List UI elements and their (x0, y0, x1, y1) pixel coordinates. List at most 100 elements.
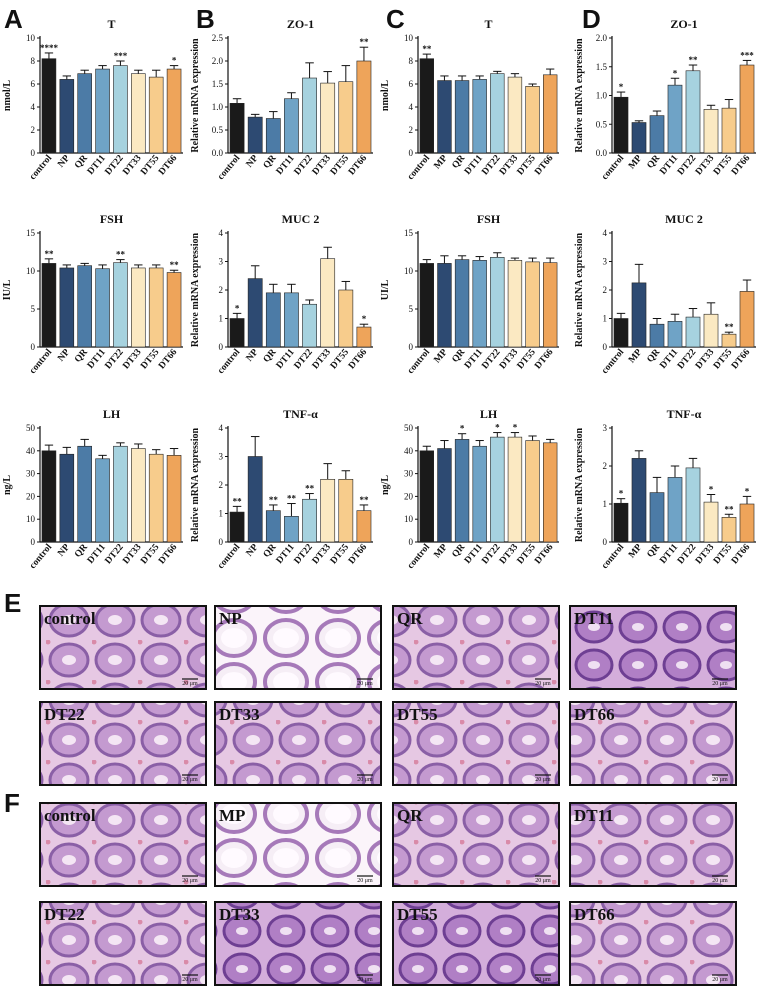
x-tick-label: DT33 (121, 153, 143, 177)
bar-mp (437, 448, 452, 543)
x-tick-label: MP (433, 347, 450, 365)
y-axis-label: nmol/L (2, 80, 13, 111)
bar-np (247, 278, 263, 348)
y-tick-label: 8 (409, 56, 414, 66)
y-tick-label: 1 (219, 509, 224, 519)
bar-dt66 (543, 262, 558, 348)
x-tick-label: DT33 (498, 153, 520, 177)
x-tick-label: DT22 (480, 153, 502, 177)
bar-dt11 (472, 445, 487, 543)
bar-np (247, 116, 263, 154)
y-tick-label: 1.0 (212, 102, 224, 112)
bar-dt55 (525, 440, 540, 543)
x-tick-label: DT33 (694, 542, 716, 566)
bar-qr (649, 115, 665, 154)
y-tick-label: 0 (31, 342, 36, 352)
y-tick-label: 2.5 (212, 33, 224, 43)
x-tick-label: DT55 (329, 542, 351, 566)
significance-mark: ** (725, 504, 735, 514)
significance-mark: * (673, 68, 678, 78)
micrograph-label: DT66 (574, 705, 615, 724)
significance-mark: * (172, 56, 177, 66)
x-tick-label: DT66 (730, 542, 752, 566)
bar-dt11 (472, 79, 487, 154)
x-tick-label: DT55 (329, 153, 351, 177)
bar-qr (454, 439, 470, 543)
x-tick-label: DT22 (480, 347, 502, 371)
bar-qr (454, 80, 470, 154)
micrograph-label: NP (219, 609, 242, 628)
y-tick-label: 20 (404, 491, 414, 501)
y-tick-label: 3 (219, 257, 224, 267)
x-tick-label: DT11 (658, 153, 680, 177)
bar-dt11 (667, 84, 683, 154)
bar-control (229, 318, 245, 348)
x-tick-label: DT11 (86, 153, 108, 177)
chart-title: ZO-1 (287, 17, 314, 31)
bar-control (419, 450, 434, 543)
significance-mark: * (362, 314, 367, 324)
bar-dt55 (721, 333, 737, 348)
y-tick-label: 10 (26, 266, 36, 276)
micrograph-label: DT55 (397, 705, 438, 724)
micrograph-e-dt11: DT11 20 μm (569, 605, 737, 690)
x-tick-label: DT55 (139, 542, 161, 566)
micrograph-label: QR (397, 609, 423, 628)
bar-control (41, 263, 57, 348)
micrograph-f-dt66: DT66 20 μm (569, 901, 737, 986)
x-tick-label: MP (433, 153, 450, 171)
bar-dt66 (543, 442, 558, 543)
panel-letter-a: A (4, 4, 23, 34)
bar-dt66 (166, 272, 182, 348)
bar-dt22 (490, 436, 505, 543)
y-axis-label: nmol/L (380, 80, 391, 111)
micrograph-label: control (44, 609, 96, 628)
x-tick-label: DT33 (694, 347, 716, 371)
y-tick-label: 6 (31, 79, 36, 89)
micrograph-label: DT33 (219, 905, 260, 924)
y-tick-label: 10 (26, 33, 36, 43)
x-tick-label: DT55 (139, 153, 161, 177)
y-tick-label: 3 (219, 452, 224, 462)
y-tick-label: 6 (409, 79, 414, 89)
y-tick-label: 0.5 (596, 119, 608, 129)
chart-b-zo1: ZO-1 0.0 0.5 1.0 1.5 2.0 2.5 Relative mRNA expr… (190, 17, 373, 182)
y-tick-label: 4 (409, 102, 414, 112)
bar-control (613, 318, 629, 348)
x-tick-label: DT11 (275, 347, 297, 371)
micrograph-f-qr: QR 20 μm (392, 802, 560, 887)
scale-bar-label: 20 μm (182, 681, 198, 687)
micrograph-f-dt11: DT11 20 μm (569, 802, 737, 887)
bar-dt66 (166, 68, 182, 154)
x-tick-label: DT55 (712, 542, 734, 566)
significance-mark: ** (305, 484, 315, 494)
significance-mark: * (745, 486, 750, 496)
y-axis-label: ng/L (380, 475, 391, 495)
scale-bar-label: 20 μm (182, 777, 198, 783)
x-tick-label: DT22 (480, 542, 502, 566)
scale-bar-label: 20 μm (535, 977, 551, 983)
x-tick-label: DT66 (157, 542, 179, 566)
micrograph-e-dt55: DT55 20 μm (392, 701, 560, 786)
bar-qr (649, 323, 665, 348)
chart-title: MUC 2 (282, 212, 320, 226)
chart-title: FSH (477, 212, 501, 226)
significance-mark: * (495, 423, 500, 433)
chart-title: FSH (100, 212, 124, 226)
bar-np (247, 456, 263, 543)
y-tick-label: 2 (219, 480, 224, 490)
x-tick-label: DT66 (533, 153, 555, 177)
bar-control (41, 450, 57, 543)
x-tick-label: DT55 (712, 347, 734, 371)
micrograph-e-np: NP 20 μm (214, 605, 382, 690)
bar-dt33 (507, 436, 523, 543)
significance-mark: ** (359, 37, 369, 47)
y-tick-label: 2 (31, 125, 36, 135)
x-tick-label: DT33 (498, 542, 520, 566)
y-axis-label: Relative mRNA expression (190, 427, 201, 542)
scale-bar-label: 20 μm (712, 977, 728, 983)
y-tick-label: 30 (26, 469, 36, 479)
